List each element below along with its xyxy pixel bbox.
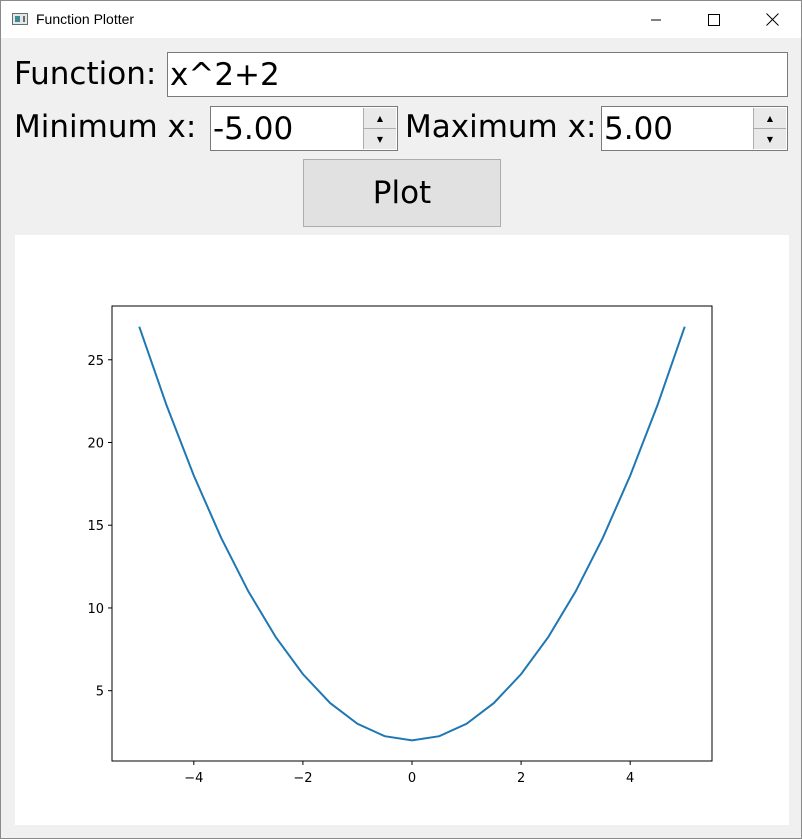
maximum-x-label: Maximum x: — [405, 109, 597, 145]
maximum-x-value[interactable]: 5.00 — [604, 111, 674, 147]
minimum-x-value[interactable]: -5.00 — [213, 111, 294, 147]
x-tick-label: 4 — [626, 771, 634, 786]
arrow-down-icon: ▼ — [376, 134, 384, 144]
y-tick-label: 15 — [87, 519, 104, 534]
x-tick-label: −4 — [184, 771, 203, 786]
series-line — [138, 326, 686, 742]
y-tick-label: 10 — [87, 602, 104, 617]
minimum-x-increment-button[interactable]: ▲ — [364, 108, 396, 129]
close-button[interactable] — [743, 1, 801, 38]
function-chart: −4 −2 0 2 4 5 10 15 20 25 — [87, 305, 713, 786]
minimum-x-stepper: ▲ ▼ — [363, 108, 396, 149]
arrow-up-icon: ▲ — [766, 113, 774, 123]
x-tick-label: −2 — [293, 771, 312, 786]
y-tick-label: 20 — [87, 437, 104, 452]
y-tick-label: 25 — [87, 354, 104, 369]
plot-canvas: −4 −2 0 2 4 5 10 15 20 25 — [15, 235, 789, 825]
maximum-x-decrement-button[interactable]: ▼ — [754, 129, 786, 149]
maximum-x-stepper: ▲ ▼ — [753, 108, 786, 149]
minimum-x-label: Minimum x: — [14, 109, 197, 145]
maximum-x-increment-button[interactable]: ▲ — [754, 108, 786, 129]
plot-button[interactable]: Plot — [303, 159, 501, 227]
x-tick-label: 0 — [408, 771, 416, 786]
close-icon — [765, 13, 779, 26]
minimize-button[interactable] — [627, 1, 685, 38]
app-icon — [12, 13, 28, 25]
maximize-icon — [708, 13, 720, 26]
maximum-x-spinbox[interactable]: 5.00 ▲ ▼ — [601, 106, 788, 151]
function-label: Function: — [14, 56, 157, 92]
y-tick-label: 5 — [96, 685, 104, 700]
axes-frame — [111, 305, 713, 762]
x-tick-label: 2 — [517, 771, 525, 786]
minimize-icon — [651, 19, 661, 20]
maximize-button[interactable] — [685, 1, 743, 38]
arrow-down-icon: ▼ — [766, 134, 774, 144]
window-title: Function Plotter — [36, 11, 135, 27]
function-input[interactable]: x^2+2 — [167, 52, 788, 97]
title-bar[interactable]: Function Plotter — [1, 1, 801, 38]
minimum-x-decrement-button[interactable]: ▼ — [364, 129, 396, 149]
arrow-up-icon: ▲ — [376, 113, 384, 123]
minimum-x-spinbox[interactable]: -5.00 ▲ ▼ — [210, 106, 398, 151]
